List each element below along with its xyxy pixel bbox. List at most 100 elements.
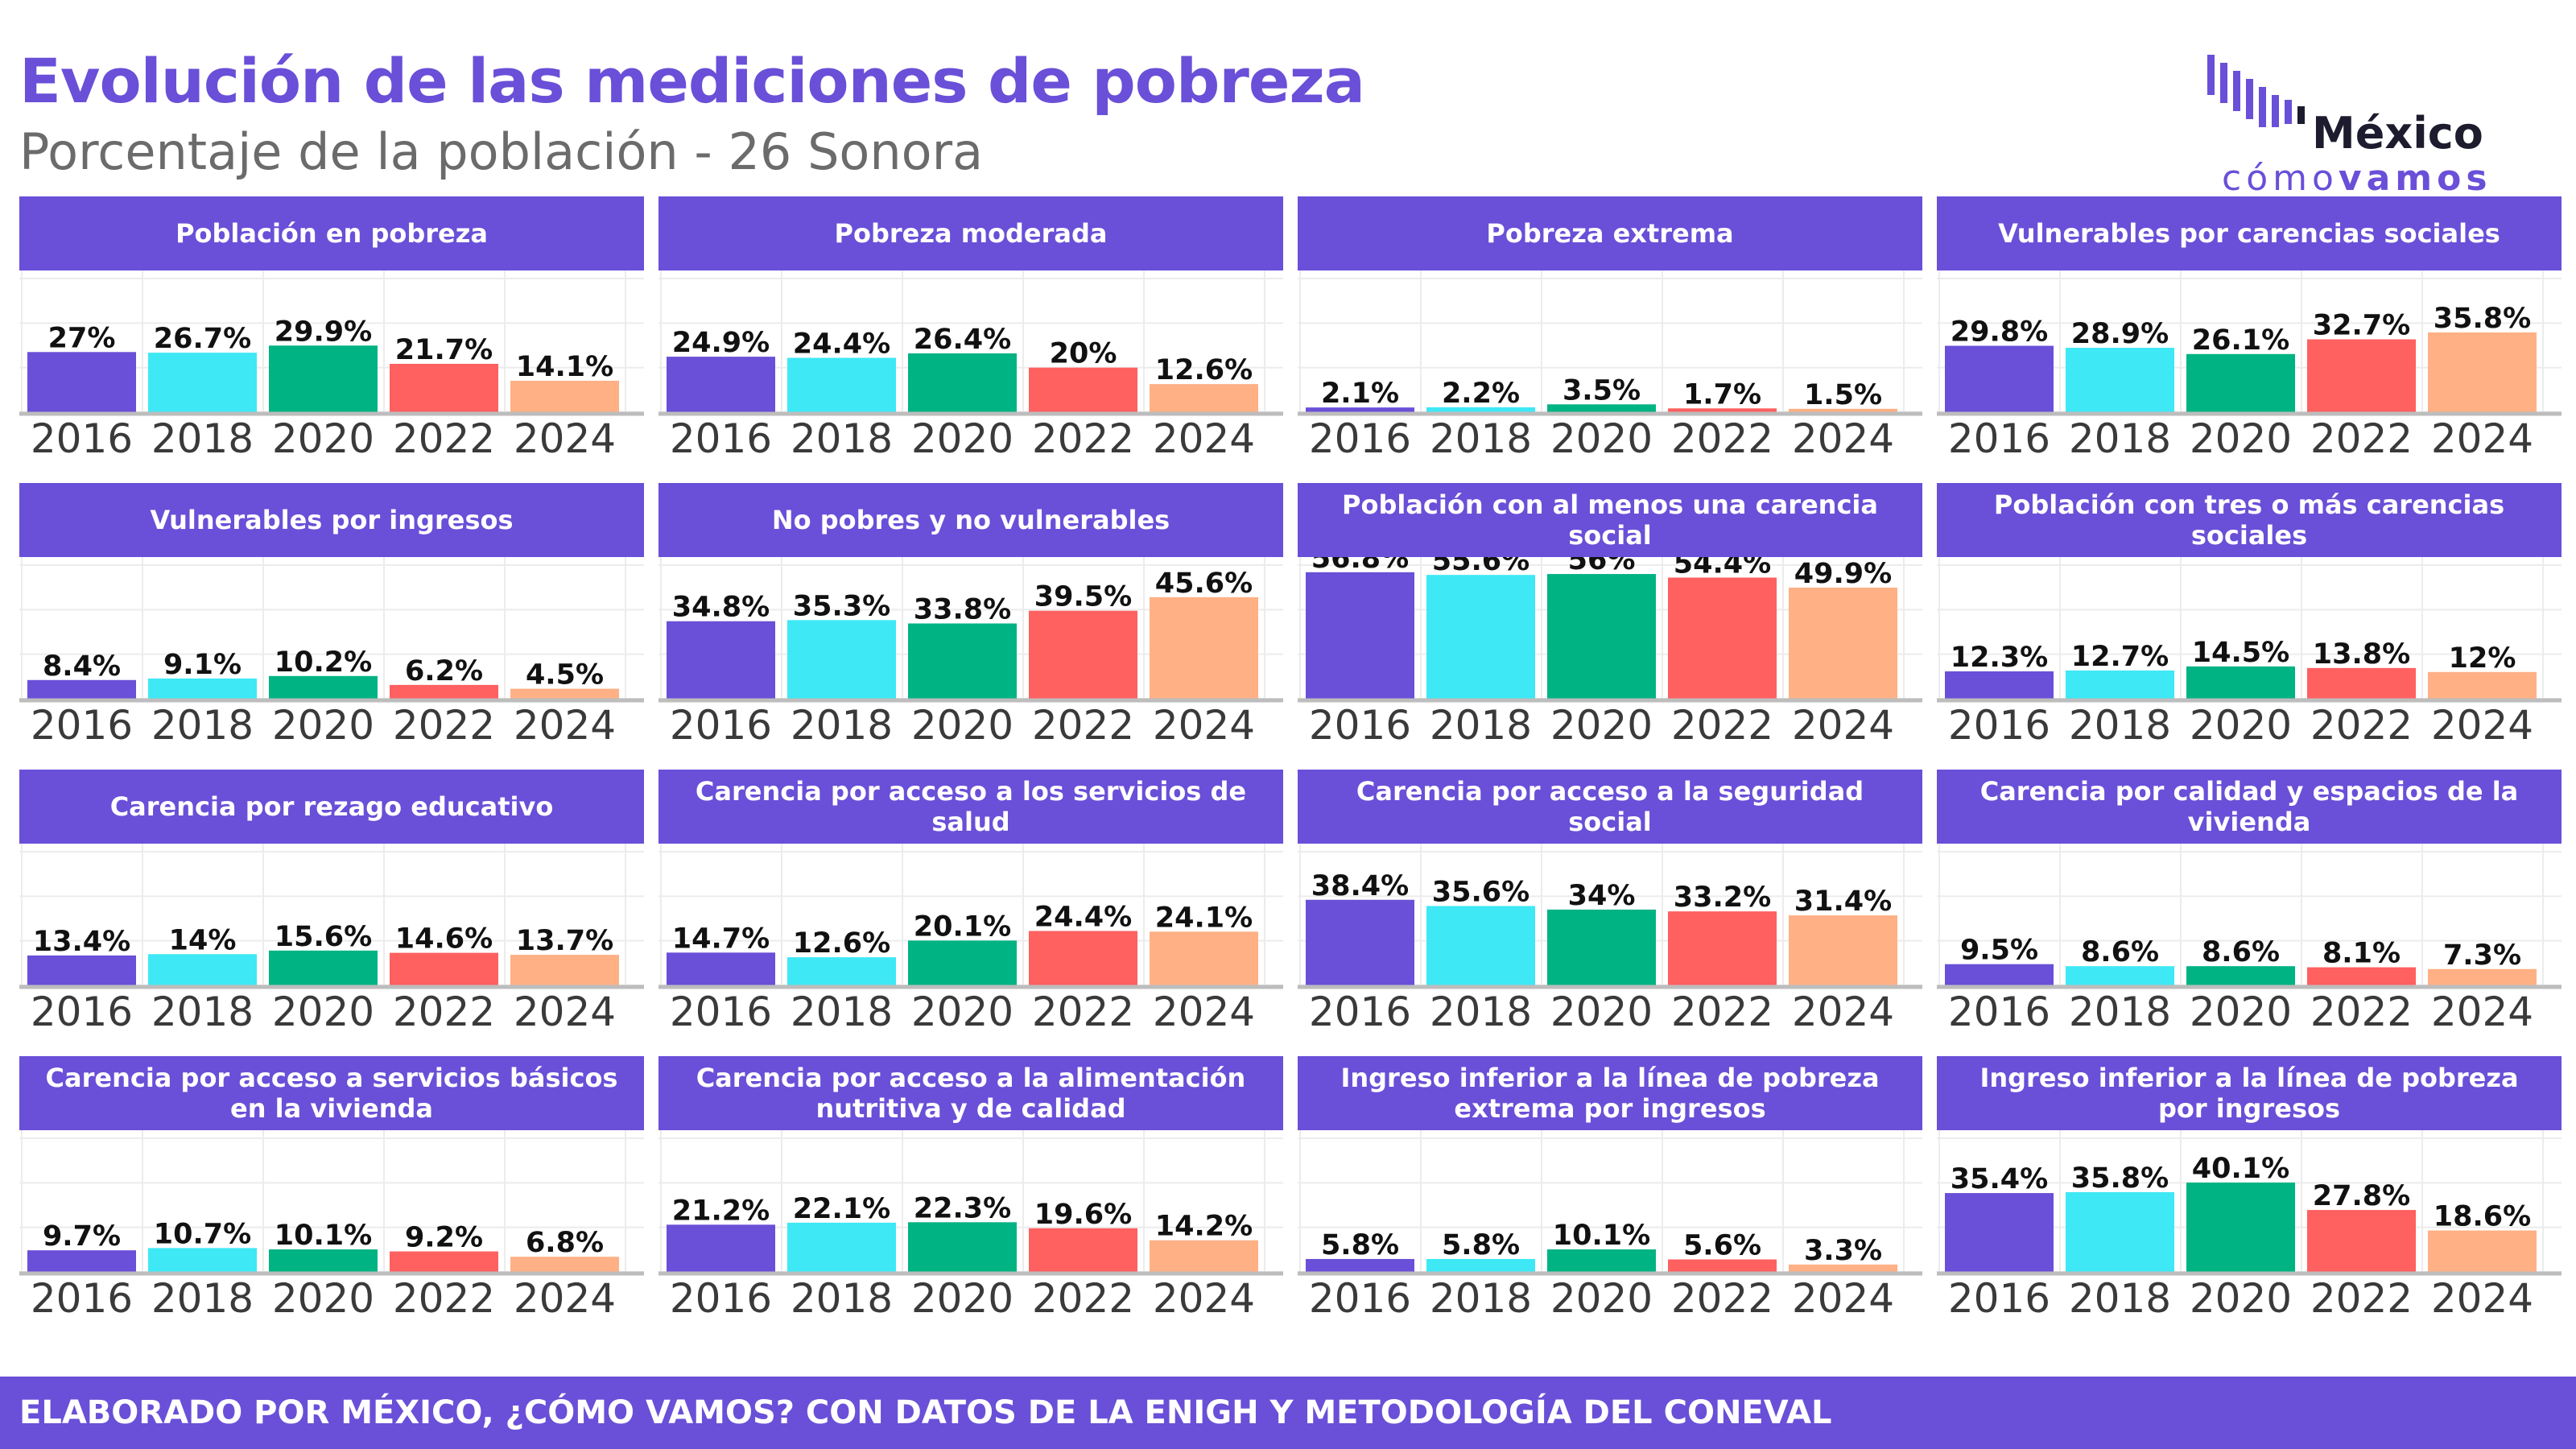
- data-label: 28.9%: [2071, 318, 2169, 350]
- bar-chart: 13.4% 2016 14% 2018 15.6% 2020 14.6% 2022 13.7% 2…: [19, 844, 644, 1035]
- chart-panel-10: Carencia por acceso a los servicios de s…: [658, 770, 1283, 1043]
- bar-2020: [269, 675, 378, 699]
- data-label: 49.9%: [1794, 558, 1892, 590]
- bar-chart: 14.7% 2016 12.6% 2018 20.1% 2020 24.4% 2022 24.1…: [658, 844, 1283, 1035]
- logo-bars-icon: [2207, 55, 2305, 127]
- x-tick-label: 2022: [1032, 989, 1134, 1035]
- data-label: 56%: [1568, 557, 1636, 576]
- chart-title: Carencia por acceso a servicios básicos …: [45, 1063, 618, 1124]
- data-label: 29.9%: [275, 316, 372, 348]
- bar-2018: [148, 954, 257, 985]
- chart-title-bar: Carencia por acceso a la alimentación nu…: [658, 1056, 1283, 1130]
- bar-2020: [908, 1222, 1017, 1272]
- footer-credit: ELABORADO POR MÉXICO, ¿CÓMO VAMOS? CON D…: [19, 1394, 1832, 1431]
- data-label: 2.2%: [1442, 378, 1520, 410]
- bar-2016: [1306, 899, 1414, 985]
- bar-2024: [2428, 671, 2537, 699]
- bar-chart: 5.8% 2016 5.8% 2018 10.1% 2020 5.6% 2022 3.3% 202…: [1298, 1130, 1922, 1322]
- bar-2016: [667, 621, 775, 699]
- bar-2016: [1306, 572, 1414, 699]
- x-tick-label: 2024: [2431, 702, 2533, 749]
- data-label: 29.8%: [1951, 316, 2048, 349]
- bar-chart: 29.8% 2016 28.9% 2018 26.1% 2020 32.7% 2022 35.8…: [1937, 270, 2562, 462]
- chart-panel-11: Carencia por acceso a la seguridad socia…: [1298, 770, 1922, 1043]
- bar-2018: [1426, 906, 1535, 985]
- data-label: 35.4%: [1951, 1163, 2048, 1195]
- bar-2016: [1945, 671, 2054, 699]
- x-tick-label: 2020: [2190, 989, 2292, 1035]
- data-label: 14.2%: [1155, 1211, 1253, 1243]
- data-label: 10.1%: [275, 1220, 372, 1252]
- data-label: 40.1%: [2192, 1153, 2289, 1185]
- bar-chart: 9.5% 2016 8.6% 2018 8.6% 2020 8.1% 2022 7.3% 2024: [1937, 844, 2562, 1035]
- bar-chart: 21.2% 2016 22.1% 2018 22.3% 2020 19.6% 2022 14.2…: [658, 1130, 1283, 1322]
- x-tick-label: 2016: [1948, 415, 2050, 462]
- bar-2018: [1426, 575, 1535, 699]
- data-label: 5.8%: [1442, 1229, 1520, 1261]
- data-label: 7.3%: [2443, 939, 2521, 972]
- bar-2020: [908, 623, 1017, 699]
- x-tick-label: 2020: [272, 415, 374, 462]
- x-tick-label: 2016: [1309, 702, 1411, 749]
- data-label: 33.8%: [914, 593, 1011, 625]
- chart-title-bar: Población con tres o más carencias socia…: [1937, 483, 2562, 557]
- chart-title: Ingreso inferior a la línea de pobreza p…: [1979, 1063, 2519, 1124]
- x-tick-label: 2022: [393, 415, 495, 462]
- data-label: 24.4%: [1034, 901, 1132, 933]
- data-label: 9.5%: [1960, 935, 2038, 967]
- bar-2022: [1029, 931, 1137, 985]
- bar-2018: [1426, 1258, 1535, 1272]
- x-tick-label: 2018: [2069, 1275, 2171, 1322]
- bar-2022: [1029, 367, 1137, 412]
- x-tick-label: 2020: [911, 1275, 1013, 1322]
- chart-title-bar: Carencia por calidad y espacios de la vi…: [1937, 770, 2562, 844]
- data-label: 35.8%: [2071, 1162, 2169, 1195]
- chart-title: Población con al menos una carencia soci…: [1342, 489, 1878, 551]
- x-tick-label: 2020: [2190, 415, 2292, 462]
- x-tick-label: 2018: [2069, 989, 2171, 1035]
- data-label: 24.9%: [672, 327, 770, 359]
- x-tick-label: 2024: [514, 702, 616, 749]
- data-label: 13.7%: [516, 925, 613, 957]
- bar-2022: [2307, 967, 2416, 985]
- chart-panel-6: No pobres y no vulnerables 34.8% 2016 35.3%…: [658, 483, 1283, 757]
- chart-title: Carencia por rezago educativo: [109, 791, 554, 822]
- bar-chart: 34.8% 2016 35.3% 2018 33.8% 2020 39.5% 2022 45.6…: [658, 557, 1283, 749]
- bar-2024: [2428, 332, 2537, 412]
- data-label: 22.3%: [914, 1192, 1011, 1224]
- bar-2018: [2066, 966, 2174, 985]
- bar-2022: [2307, 667, 2416, 699]
- data-label: 39.5%: [1034, 581, 1132, 613]
- data-label: 10.2%: [275, 646, 372, 679]
- bar-2016: [667, 952, 775, 985]
- x-tick-label: 2020: [911, 702, 1013, 749]
- bar-2024: [2428, 968, 2537, 985]
- bar-2024: [1150, 931, 1258, 985]
- x-tick-label: 2022: [2310, 989, 2413, 1035]
- page-title: Evolución de las mediciones de pobreza: [19, 45, 1365, 117]
- data-label: 32.7%: [2313, 310, 2410, 342]
- data-label: 10.7%: [154, 1218, 251, 1250]
- chart-panel-4: Vulnerables por carencias sociales 29.8% 2…: [1937, 196, 2562, 470]
- x-tick-label: 2024: [2431, 1275, 2533, 1322]
- bar-2024: [1150, 384, 1258, 412]
- bar-2016: [667, 357, 775, 412]
- data-label: 54.4%: [1674, 557, 1771, 580]
- x-tick-label: 2016: [1309, 415, 1411, 462]
- data-label: 22.1%: [793, 1193, 890, 1225]
- chart-title: Pobreza moderada: [834, 218, 1108, 249]
- x-tick-label: 2020: [272, 1275, 374, 1322]
- x-tick-label: 2022: [2310, 1275, 2413, 1322]
- bar-2024: [1789, 408, 1897, 412]
- x-tick-label: 2022: [1032, 702, 1134, 749]
- bar-2024: [1789, 1264, 1897, 1272]
- bar-2020: [1547, 1249, 1656, 1272]
- data-label: 1.7%: [1683, 378, 1761, 411]
- data-label: 8.4%: [43, 650, 121, 683]
- chart-title: Carencia por acceso a la seguridad socia…: [1356, 776, 1864, 837]
- chart-title-bar: No pobres y no vulnerables: [658, 483, 1283, 557]
- bar-2020: [2186, 1183, 2295, 1272]
- data-label: 56.8%: [1311, 557, 1409, 575]
- bar-2018: [787, 957, 896, 985]
- x-tick-label: 2016: [1309, 1275, 1411, 1322]
